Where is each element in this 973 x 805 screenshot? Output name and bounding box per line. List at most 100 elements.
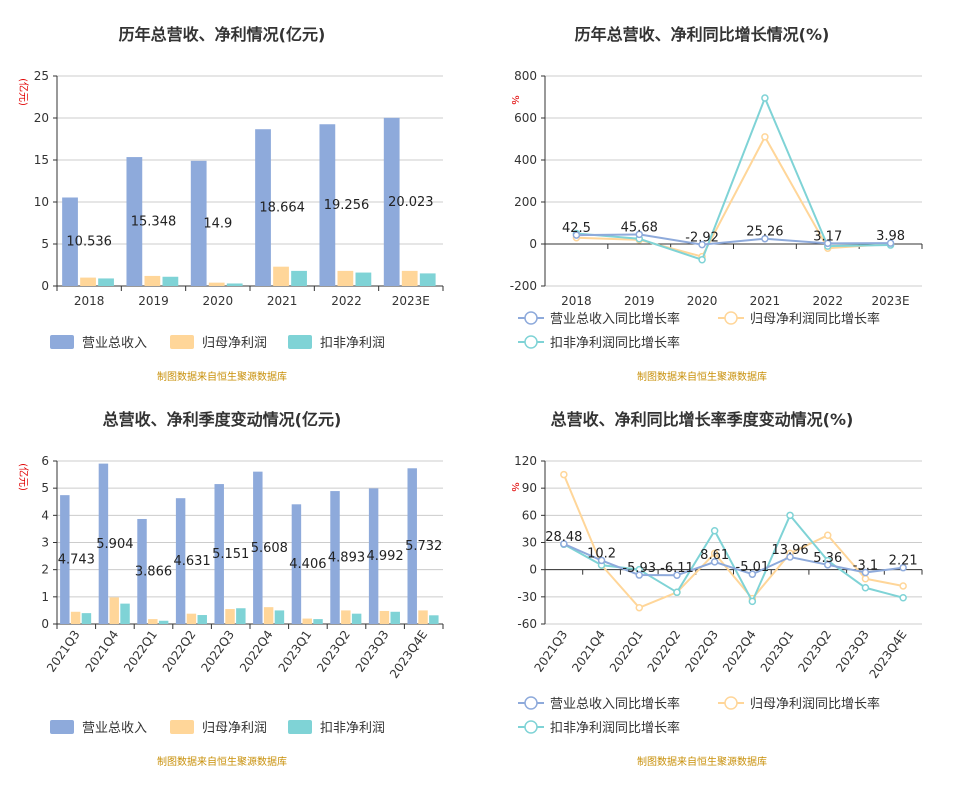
data-point	[710, 526, 719, 535]
growth-quarterly-chart: 总营收、净利同比增长率季度变动情况(%) % -60 -30 0 30 60 90 120 2…	[509, 410, 923, 768]
x-tick-label: 2023E	[392, 294, 430, 308]
data-point	[635, 230, 643, 239]
legend-label: 营业总收入同比增长率	[550, 696, 680, 712]
y-tick-label: 0	[529, 563, 537, 577]
bar	[197, 615, 207, 624]
data-point	[560, 540, 568, 548]
y-tick-label: 5	[41, 481, 49, 495]
data-label: 4.631	[173, 554, 210, 569]
x-tick-label: 2022Q2	[645, 628, 684, 675]
y-tick-label: 10	[34, 195, 49, 209]
data-label: 5.608	[251, 541, 288, 556]
y-unit-label: (亿元)	[17, 78, 30, 106]
bar	[162, 276, 179, 286]
plot-area: -200 0 200 400 600 800 2018 2019 2020 2021 2022 202…	[510, 69, 923, 308]
x-tick-label: 2022Q1	[607, 628, 646, 675]
data-point	[761, 133, 769, 141]
data-point	[710, 558, 719, 566]
data-point	[899, 582, 907, 590]
data-label: -2.92	[685, 231, 719, 246]
bar	[190, 160, 207, 286]
data-point	[824, 531, 832, 540]
y-tick-label: 200	[514, 195, 537, 209]
data-point	[748, 597, 757, 606]
x-tick-label: 2023Q4E	[866, 628, 909, 681]
y-tick-label: 400	[514, 153, 537, 167]
bar	[337, 270, 354, 286]
data-label: 2.21	[889, 554, 918, 569]
y-tick-label: 25	[34, 69, 49, 83]
y-tick-label: -30	[517, 590, 537, 604]
legend-label: 营业总收入同比增长率	[550, 311, 680, 327]
source-note: 制图数据来自恒生聚源数据库	[637, 370, 767, 383]
x-tick-label: 2023Q1	[758, 628, 797, 675]
series-line	[576, 95, 891, 262]
x-tick-label: 2021Q3	[44, 628, 83, 675]
data-point	[572, 231, 581, 239]
bar	[148, 619, 158, 624]
y-unit-label: %	[509, 95, 520, 105]
data-label: 19.256	[324, 198, 370, 213]
growth-annual-chart: 历年总营收、净利同比增长情况(%) % -200 0 200 400 600 800 201…	[509, 25, 923, 383]
source-note: 制图数据来自恒生聚源数据库	[157, 755, 287, 768]
data-label: 4.406	[289, 557, 326, 572]
legend-label: 营业总收入	[82, 721, 147, 736]
series-line	[576, 233, 891, 246]
data-label: 42.5	[562, 221, 591, 236]
legend-marker	[524, 696, 538, 710]
bar	[255, 129, 271, 286]
data-label: 25.26	[746, 225, 783, 240]
y-tick-label: 60	[522, 508, 537, 522]
legend-label: 扣非净利润同比增长率	[550, 720, 680, 736]
x-tick-label: 2021Q3	[532, 628, 571, 675]
data-point	[560, 470, 568, 479]
bar	[144, 275, 161, 286]
x-tick-label: 2022Q1	[121, 628, 160, 675]
y-tick-label: 2	[41, 563, 49, 577]
data-label: 10.536	[66, 235, 112, 250]
y-unit-label: (亿元)	[17, 463, 30, 491]
data-label: 5.36	[813, 551, 842, 566]
y-tick-label: 0	[529, 237, 537, 251]
legend-swatch	[288, 335, 312, 349]
legend-label: 扣非净利润	[320, 336, 385, 351]
x-tick-label: 2022	[331, 294, 362, 308]
data-label: 28.48	[545, 530, 582, 545]
bar	[379, 610, 390, 624]
x-tick-label: 2022Q4	[720, 628, 759, 675]
data-point	[710, 549, 719, 558]
bar	[274, 610, 285, 624]
data-point	[824, 239, 832, 248]
data-point	[861, 568, 870, 577]
x-tick-label: 2023Q3	[353, 628, 392, 675]
data-label: 4.992	[366, 549, 403, 564]
y-tick-label: 4	[41, 508, 49, 522]
legend-swatch	[50, 335, 74, 349]
bar	[158, 620, 169, 624]
source-note: 制图数据来自恒生聚源数据库	[637, 755, 767, 768]
bar	[137, 518, 147, 624]
bar	[383, 117, 400, 287]
bar	[351, 613, 362, 624]
bar	[60, 495, 70, 624]
x-tick-label: 2021	[750, 294, 781, 308]
x-tick-label: 2021Q4	[83, 628, 122, 675]
bar	[418, 610, 428, 624]
chart-title: 总营收、净利季度变动情况(亿元)	[103, 410, 342, 429]
bar	[263, 607, 274, 624]
data-label: 5.904	[96, 537, 133, 552]
y-tick-label: -60	[517, 617, 537, 631]
data-point	[886, 239, 895, 247]
legend-label: 归母净利润同比增长率	[750, 696, 880, 712]
data-point	[861, 574, 870, 583]
data-label: -6.11	[660, 561, 694, 576]
x-tick-label: 2020	[687, 294, 718, 308]
y-tick-label: 5	[41, 237, 49, 251]
bar	[291, 270, 307, 286]
x-tick-label: 2023Q4E	[387, 628, 430, 681]
x-tick-label: 2022Q3	[198, 628, 237, 675]
legend-label: 归母净利润同比增长率	[750, 311, 880, 327]
bar	[208, 282, 225, 286]
